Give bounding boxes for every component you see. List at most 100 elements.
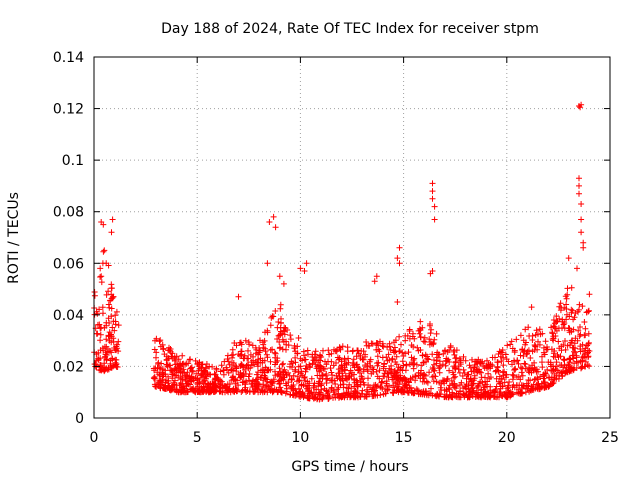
data-point — [255, 389, 262, 396]
data-point — [113, 356, 120, 363]
data-point — [301, 374, 308, 380]
data-point — [583, 342, 590, 349]
data-point — [233, 385, 240, 392]
data-point — [267, 387, 274, 394]
data-point — [101, 324, 108, 331]
data-point — [357, 393, 363, 400]
data-point — [450, 371, 457, 378]
data-point — [173, 372, 180, 379]
data-point — [578, 101, 585, 108]
data-point — [255, 369, 261, 376]
data-point — [101, 247, 108, 254]
data-point — [571, 340, 578, 347]
data-point — [381, 361, 388, 368]
data-point — [358, 390, 365, 397]
data-point — [402, 367, 409, 374]
data-point — [333, 348, 340, 355]
data-point — [194, 361, 201, 368]
data-point — [270, 378, 277, 385]
data-point — [586, 291, 593, 298]
data-point — [276, 365, 283, 372]
data-point — [430, 366, 437, 373]
data-point — [237, 370, 244, 376]
data-point — [272, 350, 279, 357]
data-point — [325, 395, 332, 402]
data-point — [367, 384, 373, 391]
data-point — [539, 364, 546, 371]
data-point — [374, 362, 381, 369]
data-point — [270, 213, 277, 220]
data-point — [401, 374, 408, 381]
data-point — [308, 375, 315, 382]
data-point — [260, 381, 267, 388]
data-point — [387, 347, 394, 353]
data-point — [552, 325, 559, 332]
data-point — [425, 392, 432, 399]
data-point — [190, 385, 197, 392]
data-point — [287, 336, 294, 343]
data-point — [201, 368, 208, 375]
data-point — [574, 265, 580, 272]
data-point — [447, 342, 454, 349]
data-point — [273, 359, 279, 366]
data-point — [559, 325, 565, 331]
data-point — [115, 338, 122, 345]
data-point — [235, 382, 242, 389]
data-point — [349, 348, 356, 355]
data-point — [446, 386, 453, 393]
y-tick-label: 0.04 — [53, 308, 84, 324]
data-point — [532, 343, 539, 350]
data-point — [579, 357, 586, 364]
data-point — [269, 313, 276, 320]
data-point — [301, 268, 308, 274]
data-point — [379, 378, 386, 385]
data-point — [483, 390, 490, 397]
data-point — [576, 333, 583, 340]
data-point — [441, 393, 448, 400]
data-point — [400, 375, 407, 382]
data-point — [292, 368, 298, 375]
data-point — [113, 363, 120, 370]
data-point — [576, 190, 582, 197]
data-point — [329, 372, 336, 379]
data-point — [429, 180, 436, 187]
data-point — [398, 341, 404, 348]
data-point — [289, 360, 296, 367]
data-point — [238, 351, 245, 358]
data-point — [106, 347, 113, 354]
data-point — [358, 375, 365, 382]
data-point — [511, 384, 518, 391]
data-point — [304, 347, 311, 354]
data-point — [376, 375, 383, 382]
data-point — [297, 394, 304, 400]
data-point — [524, 348, 531, 355]
data-point — [399, 389, 405, 396]
data-point — [108, 285, 115, 292]
data-point — [477, 378, 484, 385]
data-point — [327, 365, 334, 372]
data-point — [288, 376, 295, 382]
data-point — [107, 297, 114, 304]
data-point — [277, 301, 284, 308]
data-point — [338, 358, 345, 365]
data-point — [384, 370, 391, 377]
data-point — [243, 378, 250, 385]
data-point — [528, 387, 535, 394]
data-point — [536, 326, 543, 333]
data-point — [466, 362, 473, 369]
data-point — [224, 352, 231, 359]
data-point — [183, 383, 190, 390]
data-point — [555, 338, 562, 345]
plot-frame — [93, 56, 611, 419]
data-point — [466, 388, 472, 395]
data-point — [300, 348, 307, 355]
data-point — [98, 273, 105, 280]
data-point — [368, 370, 375, 377]
data-point — [264, 260, 271, 267]
data-point — [402, 337, 409, 344]
data-point — [357, 381, 364, 388]
data-point — [451, 384, 458, 391]
data-point — [241, 379, 248, 386]
data-point — [501, 368, 508, 375]
